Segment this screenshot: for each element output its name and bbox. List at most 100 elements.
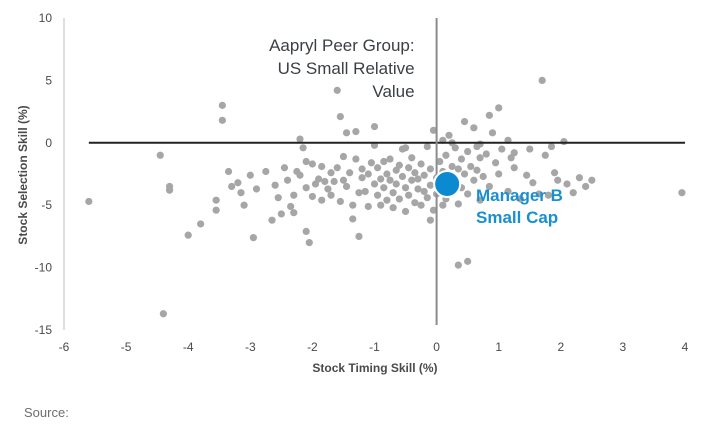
x-tick-label: 3 [620,340,627,354]
peer-point [488,129,497,137]
x-tick-label: -3 [245,340,256,354]
peer-point [541,151,549,159]
peer-point [470,176,478,184]
x-tick-label: -2 [307,340,318,354]
peer-point [299,144,307,152]
peer-point [529,179,537,187]
peer-point [386,176,394,184]
peer-point [479,172,487,181]
peer-point [473,166,481,174]
peer-point [448,162,456,171]
peer-point [476,196,484,204]
peer-group-annotation: Aapryl Peer Group: US Small Relative Value [269,36,415,101]
peer-point [411,199,419,207]
manager-label-line: Small Cap [476,208,558,227]
x-tick-label: 2 [557,340,564,354]
y-tick-label: -10 [35,261,53,275]
peer-point [290,191,298,199]
peer-point [426,165,434,173]
peer-point [405,164,413,172]
peer-point [197,220,205,228]
peer-point [361,187,369,196]
peer-point [454,261,462,269]
peer-point [485,111,493,119]
peer-point [333,164,341,172]
peer-point [85,197,93,206]
peer-point [374,164,382,172]
y-tick-label: 0 [45,136,52,150]
peer-point [308,160,316,168]
peer-point [302,227,310,236]
peer-point [184,231,192,239]
peer-point [476,140,484,148]
peer-point [398,172,407,181]
peer-point [327,191,335,199]
peer-point [498,145,506,153]
peer-points [85,76,686,318]
peer-point [352,127,360,136]
peer-point [342,129,351,137]
peer-point [464,190,472,198]
y-axis-ticks: -15 -10 -5 0 5 10 [35,11,53,337]
peer-point [454,165,462,173]
peer-point [401,184,410,192]
x-axis-label: Stock Timing Skill (%) [312,361,437,375]
peer-point [296,171,304,179]
peer-point [510,164,518,172]
x-tick-label: 4 [682,340,689,354]
peer-point [535,190,543,198]
peer-point [370,122,379,131]
peer-point [454,200,462,208]
peer-point [156,151,164,159]
peer-point [464,147,472,156]
peer-point [380,184,388,192]
peer-point [277,210,285,218]
peer-point [442,151,450,159]
peer-point [346,169,354,177]
peer-point [538,76,546,84]
peer-point [401,144,410,152]
peer-point [588,176,596,184]
peer-point [237,189,245,197]
peer-point [159,310,167,318]
peer-point [355,189,363,197]
peer-point [355,232,363,240]
peer-point [429,126,438,134]
x-tick-label: -6 [59,340,70,354]
peer-point [510,149,518,157]
peer-point [445,131,453,139]
peer-point [414,185,422,193]
peer-point [550,169,559,177]
peer-point [367,159,375,167]
x-tick-label: 1 [495,340,502,354]
peer-point [417,160,425,168]
peer-point [482,150,490,158]
peer-point [495,170,503,178]
annotation-line: US Small Relative [278,59,415,78]
peer-point [280,164,289,172]
peer-point [370,180,379,188]
y-tick-label: 10 [39,11,53,25]
manager-b-label: Manager B Small Cap [476,186,563,227]
peer-point [383,196,391,204]
source-note: Source: [24,405,69,420]
peer-point [262,167,270,176]
peer-point [575,174,584,182]
peer-point [457,155,466,163]
peer-point [464,257,472,265]
peer-point [212,206,220,214]
peer-point [420,187,428,196]
peer-point [408,176,416,184]
y-tick-label: -5 [41,198,52,212]
x-tick-label: -1 [369,340,380,354]
peer-point [554,176,562,184]
peer-point [218,116,226,124]
peer-point [333,86,341,94]
peer-point [349,201,357,209]
peer-point [439,201,447,209]
peer-point [305,239,313,247]
peer-point [395,161,403,169]
peer-point [405,191,413,199]
peer-point [218,101,226,109]
